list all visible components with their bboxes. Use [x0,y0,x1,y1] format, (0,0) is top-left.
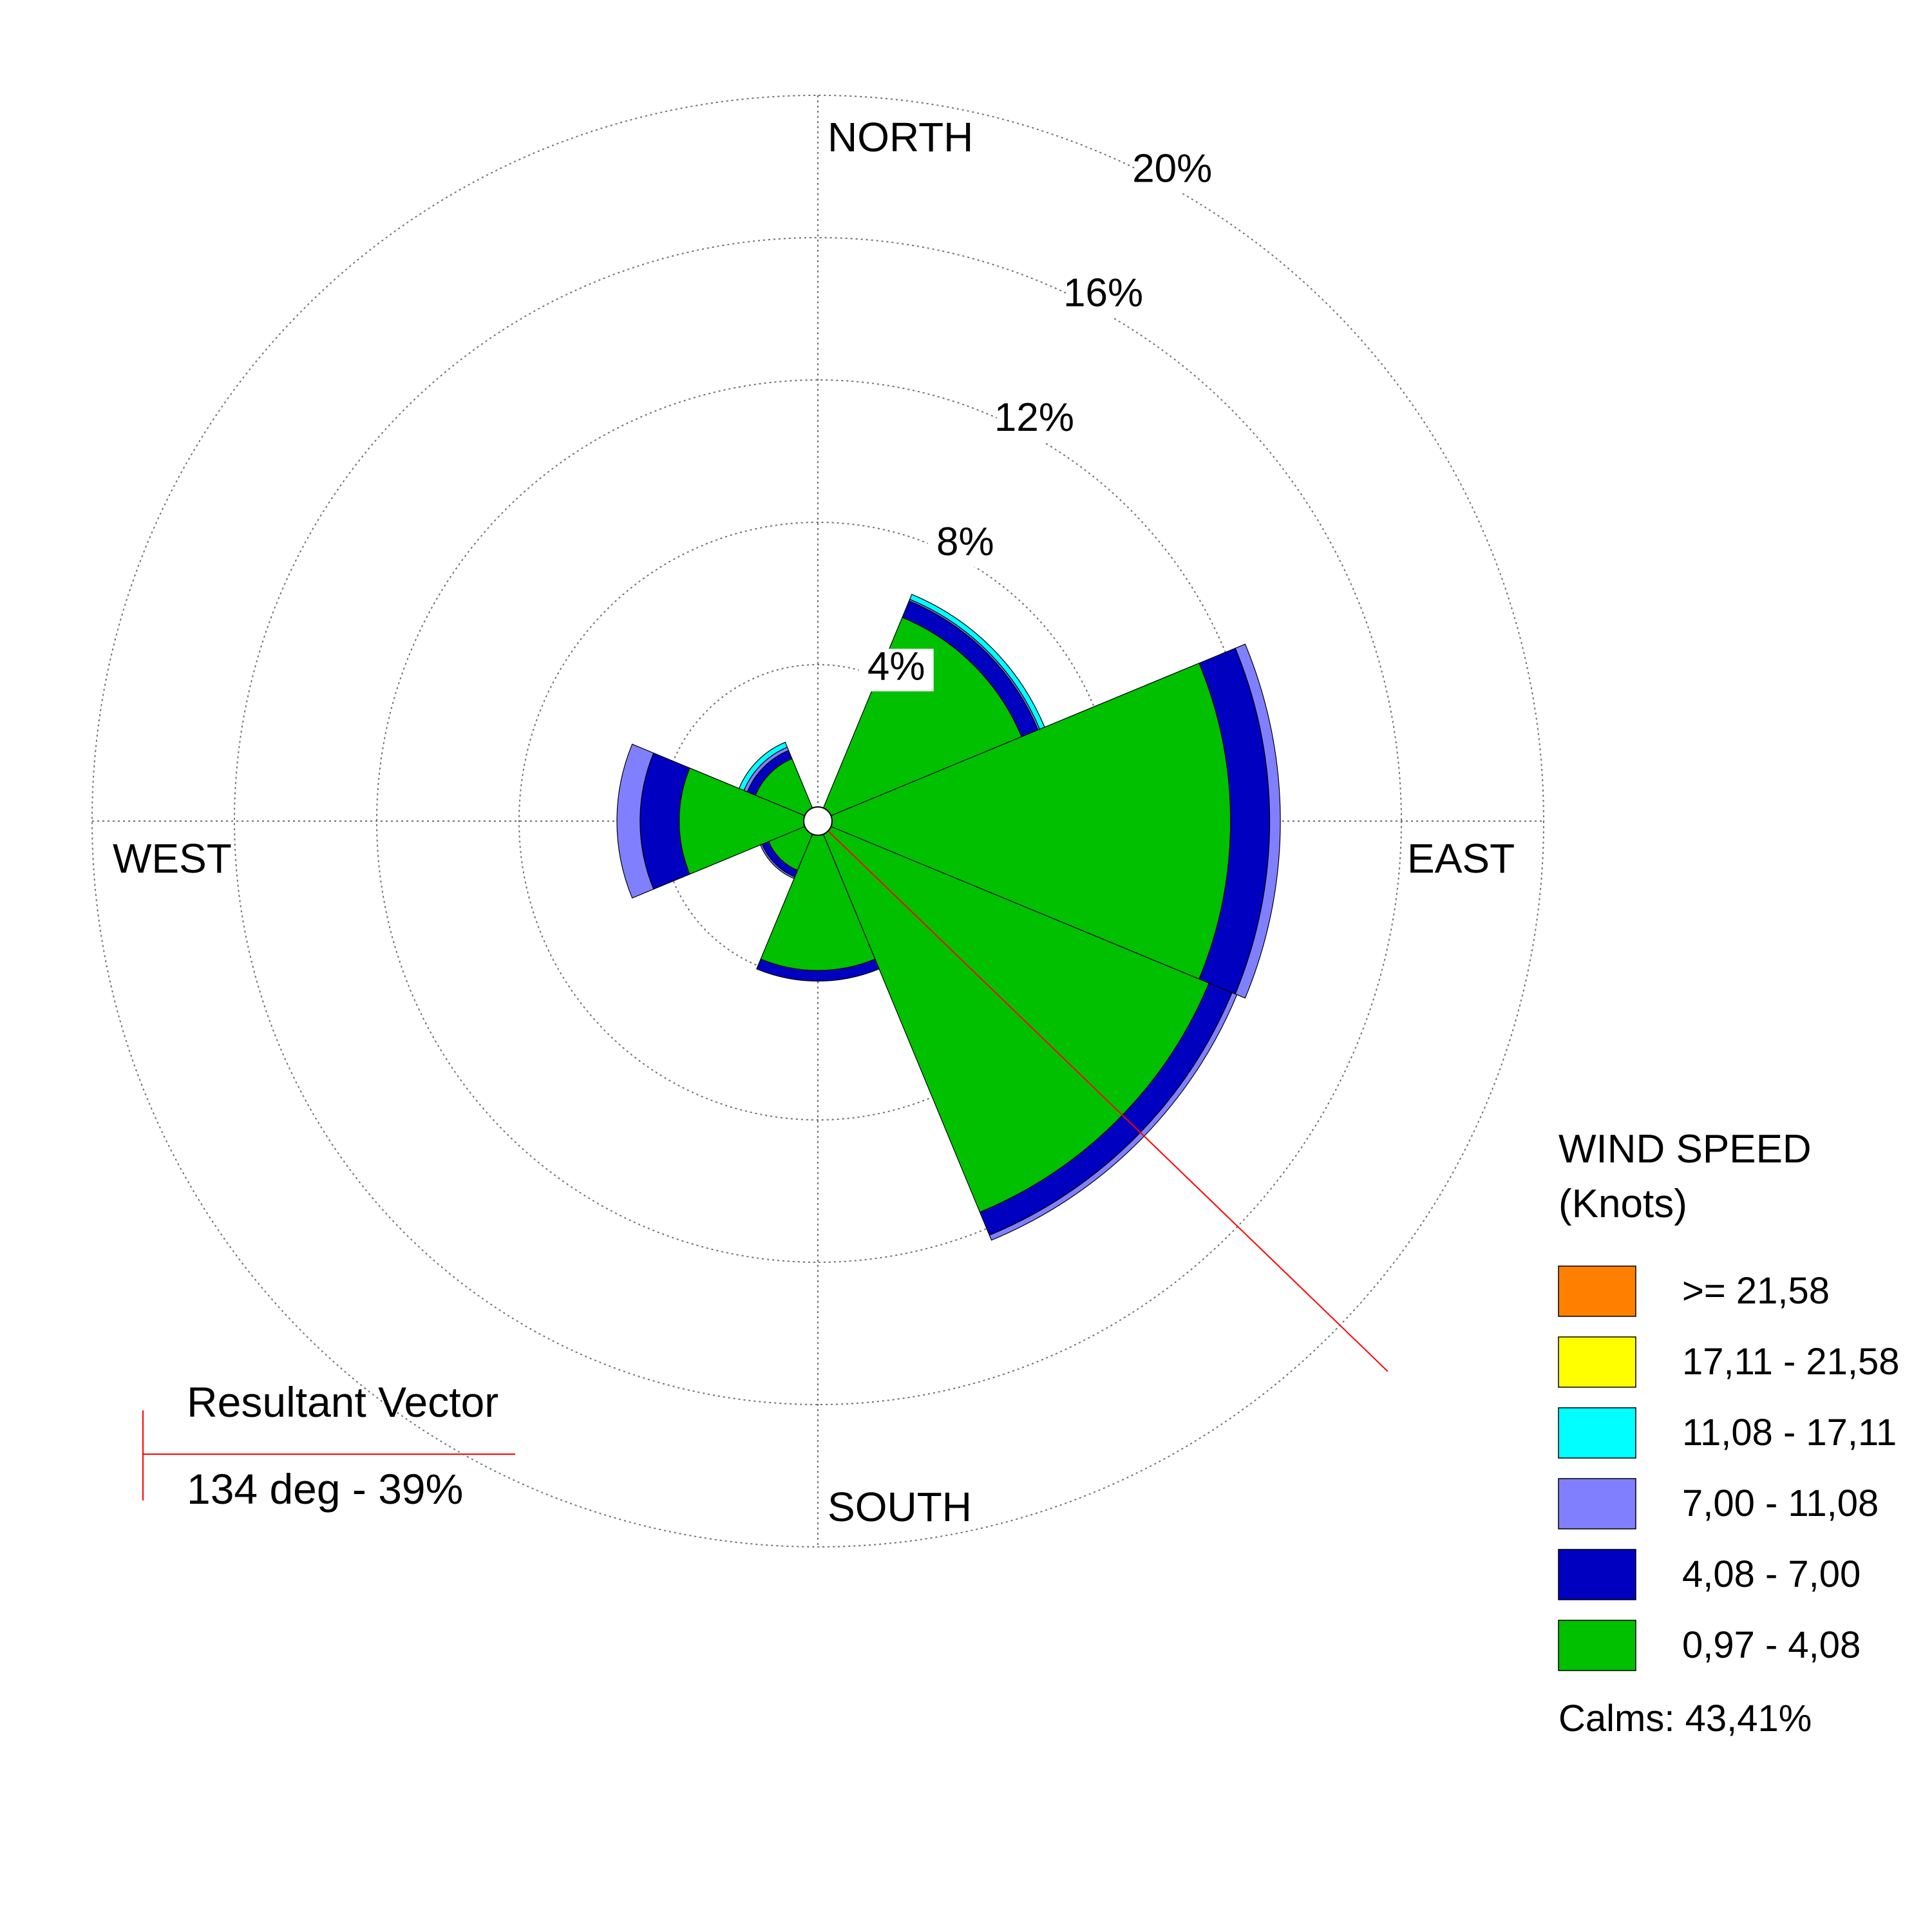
tick-label-group-3: 16% [1063,271,1143,318]
label-west: WEST [113,835,232,882]
legend-title-line1: WIND SPEED [1558,1127,1812,1171]
legend-label-4: 4,08 - 7,00 [1682,1553,1861,1595]
tick-label-1: 8% [936,520,994,564]
tick-label-group-4: 20% [1132,146,1212,194]
tick-label-bg-4 [1135,151,1210,194]
tick-label-bg-0 [858,649,934,692]
tick-label-group-2: 12% [994,395,1074,442]
label-south: SOUTH [828,1484,972,1530]
label-east: EAST [1407,835,1515,882]
resultant-vector-value: 134 deg - 39% [187,1465,463,1513]
calm-center-circle [803,806,833,836]
petal-ssw-bin-1 [756,958,880,982]
resultant-vector-line [817,820,1388,1372]
legend-swatch-5 [1558,1620,1636,1671]
resultant-vector-title: Resultant Vector [187,1378,498,1426]
legend: WIND SPEED (Knots) >= 21,58 17,11 - 21,58… [1558,1127,1900,1739]
radial-tick-labels: 4% 8% 12% 16% 20% [858,146,1212,692]
legend-swatch-3 [1558,1478,1636,1530]
tick-label-group-1: 8% [927,520,1003,567]
resultant-vector-legend: Resultant Vector 134 deg - 39% [142,1378,515,1513]
legend-label-0: >= 21,58 [1682,1270,1830,1312]
tick-label-2: 12% [994,395,1074,440]
label-north: NORTH [828,114,973,160]
tick-label-bg-3 [1066,275,1141,318]
legend-label-2: 11,08 - 17,11 [1682,1412,1897,1454]
legend-items: >= 21,58 17,11 - 21,58 11,08 - 17,11 7,00 -… [1558,1265,1900,1671]
wind-petals [616,594,1281,1241]
legend-title-line2: (Knots) [1558,1182,1687,1226]
tick-label-3: 16% [1063,271,1143,316]
tick-label-bg-1 [927,524,1003,567]
grid-ring-4 [91,95,1544,1548]
tick-label-0: 4% [867,644,925,688]
legend-label-3: 7,00 - 11,08 [1682,1482,1879,1524]
petal-se-bin-2 [989,992,1238,1241]
legend-label-5: 0,97 - 4,08 [1682,1624,1861,1666]
tick-label-group-0: 4% [858,644,934,692]
legend-calms: Calms: 43,41% [1558,1698,1812,1739]
legend-swatch-0 [1558,1265,1636,1317]
petal-w-bin-2 [616,743,654,899]
petal-nw-bin-3 [738,741,788,791]
resultant-vector-ray [817,820,1388,1372]
legend-label-1: 17,11 - 21,58 [1682,1341,1900,1383]
legend-swatch-1 [1558,1336,1636,1388]
tick-label-4: 20% [1132,146,1212,191]
petal-e-bin-2 [1235,643,1281,999]
tick-label-bg-2 [996,399,1072,442]
legend-swatch-2 [1558,1407,1636,1459]
legend-swatch-4 [1558,1549,1636,1600]
